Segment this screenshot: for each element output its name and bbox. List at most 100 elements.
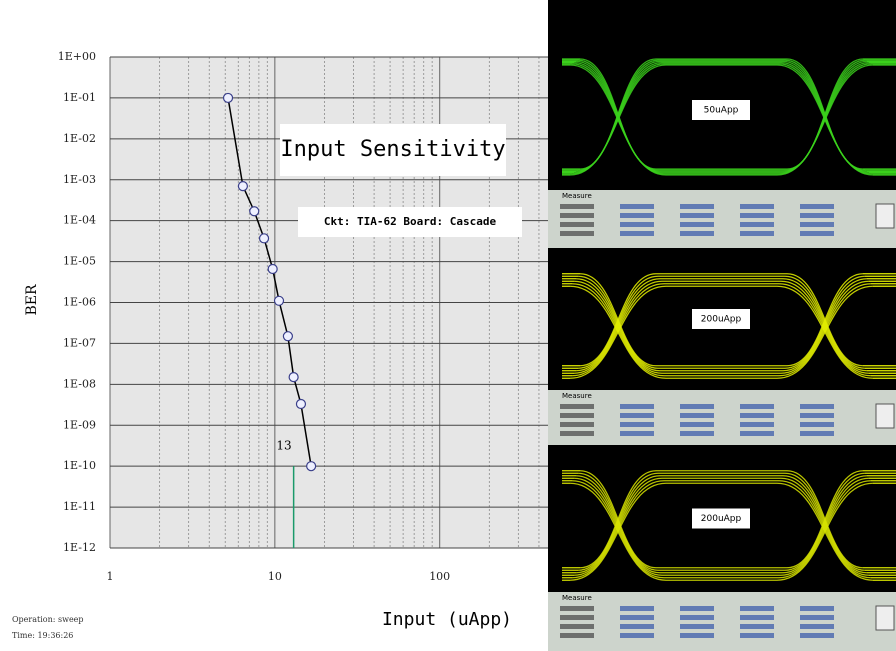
y-tick-label: 1E-08 — [63, 377, 96, 390]
measure-cell — [560, 222, 594, 227]
y-tick-label: 1E-03 — [63, 173, 96, 186]
y-axis-label: BER — [24, 284, 40, 316]
measure-cell — [620, 624, 654, 629]
data-point — [238, 182, 247, 191]
data-point — [283, 332, 292, 341]
measure-cell — [800, 615, 834, 620]
chart-title: Input Sensitivity — [280, 137, 505, 162]
measure-cell — [740, 204, 774, 209]
y-tick-label: 1E-10 — [63, 459, 96, 472]
data-point — [224, 93, 233, 102]
measure-cell — [560, 413, 594, 418]
measure-cell — [800, 404, 834, 409]
measure-cell — [560, 404, 594, 409]
data-point — [289, 373, 298, 382]
data-point — [250, 207, 259, 216]
measure-cell — [800, 413, 834, 418]
measure-cell — [680, 615, 714, 620]
measure-cell — [560, 624, 594, 629]
measure-cell — [560, 213, 594, 218]
x-axis-label: Input (uApp) — [382, 609, 512, 630]
measure-cell — [740, 413, 774, 418]
page: 1101001E+001E-011E-021E-031E-041E-051E-0… — [0, 0, 896, 651]
measure-cell — [740, 404, 774, 409]
y-tick-label: 1E-12 — [63, 541, 96, 554]
measure-cell — [680, 222, 714, 227]
measure-cell — [740, 624, 774, 629]
x-tick-label: 1 — [107, 570, 114, 583]
measure-cell — [560, 633, 594, 638]
scope-label: 200uApp — [701, 315, 742, 325]
measure-cell — [800, 204, 834, 209]
y-tick-label: 1E+00 — [58, 50, 96, 63]
measure-cell — [740, 231, 774, 236]
y-tick-label: 1E-05 — [63, 255, 96, 268]
measure-cell — [680, 633, 714, 638]
scope-panels: 50uApp Measure 200uApp Measure 200uApp Measur… — [548, 0, 896, 651]
data-point — [260, 234, 269, 243]
measure-button — [876, 404, 894, 428]
measure-cell — [740, 213, 774, 218]
measure-cell — [800, 213, 834, 218]
measure-cell — [620, 213, 654, 218]
measure-cell — [680, 624, 714, 629]
data-point — [296, 400, 305, 409]
measure-cell — [620, 431, 654, 436]
measure-cell — [560, 422, 594, 427]
scope-label: 50uApp — [704, 106, 739, 116]
measure-cell — [800, 422, 834, 427]
measure-box — [548, 190, 896, 248]
measure-cell — [740, 222, 774, 227]
measure-cell — [680, 413, 714, 418]
measure-cell — [620, 615, 654, 620]
measure-cell — [560, 204, 594, 209]
y-tick-label: 1E-04 — [63, 214, 96, 227]
y-tick-label: 1E-02 — [63, 132, 96, 145]
measure-cell — [560, 231, 594, 236]
x-tick-label: 10 — [268, 570, 282, 583]
measure-cell — [800, 624, 834, 629]
measure-button — [876, 606, 894, 630]
measure-cell — [560, 606, 594, 611]
measure-cell — [740, 431, 774, 436]
measure-cell — [680, 606, 714, 611]
measure-tab: Measure — [562, 594, 592, 602]
data-point — [268, 264, 277, 273]
chart-subtitle: Ckt: TIA-62 Board: Cascade — [324, 215, 497, 228]
measure-button — [876, 204, 894, 228]
measure-cell — [800, 231, 834, 236]
measure-cell — [620, 231, 654, 236]
measure-cell — [620, 204, 654, 209]
measure-cell — [680, 431, 714, 436]
measure-cell — [560, 431, 594, 436]
y-tick-label: 1E-06 — [63, 296, 96, 309]
measure-cell — [680, 231, 714, 236]
measure-cell — [620, 633, 654, 638]
measure-tab: Measure — [562, 192, 592, 200]
measure-cell — [740, 422, 774, 427]
scope-label: 200uApp — [701, 514, 742, 524]
y-tick-label: 1E-09 — [63, 418, 96, 431]
data-point — [307, 462, 316, 471]
measure-cell — [680, 422, 714, 427]
measure-tab: Measure — [562, 392, 592, 400]
footer-text: Operation: sweep — [12, 615, 84, 624]
measure-box — [548, 390, 896, 445]
measure-cell — [620, 404, 654, 409]
measure-cell — [800, 222, 834, 227]
measure-cell — [560, 615, 594, 620]
measure-cell — [680, 213, 714, 218]
measure-cell — [680, 404, 714, 409]
y-tick-label: 1E-01 — [63, 91, 96, 104]
measure-cell — [740, 606, 774, 611]
measure-cell — [620, 422, 654, 427]
measure-cell — [680, 204, 714, 209]
measure-cell — [620, 606, 654, 611]
measure-box — [548, 592, 896, 651]
footer-text: Time: 19:36:26 — [12, 631, 73, 640]
measure-cell — [740, 633, 774, 638]
measure-cell — [620, 413, 654, 418]
data-point — [275, 296, 284, 305]
measure-cell — [800, 606, 834, 611]
measure-cell — [800, 633, 834, 638]
